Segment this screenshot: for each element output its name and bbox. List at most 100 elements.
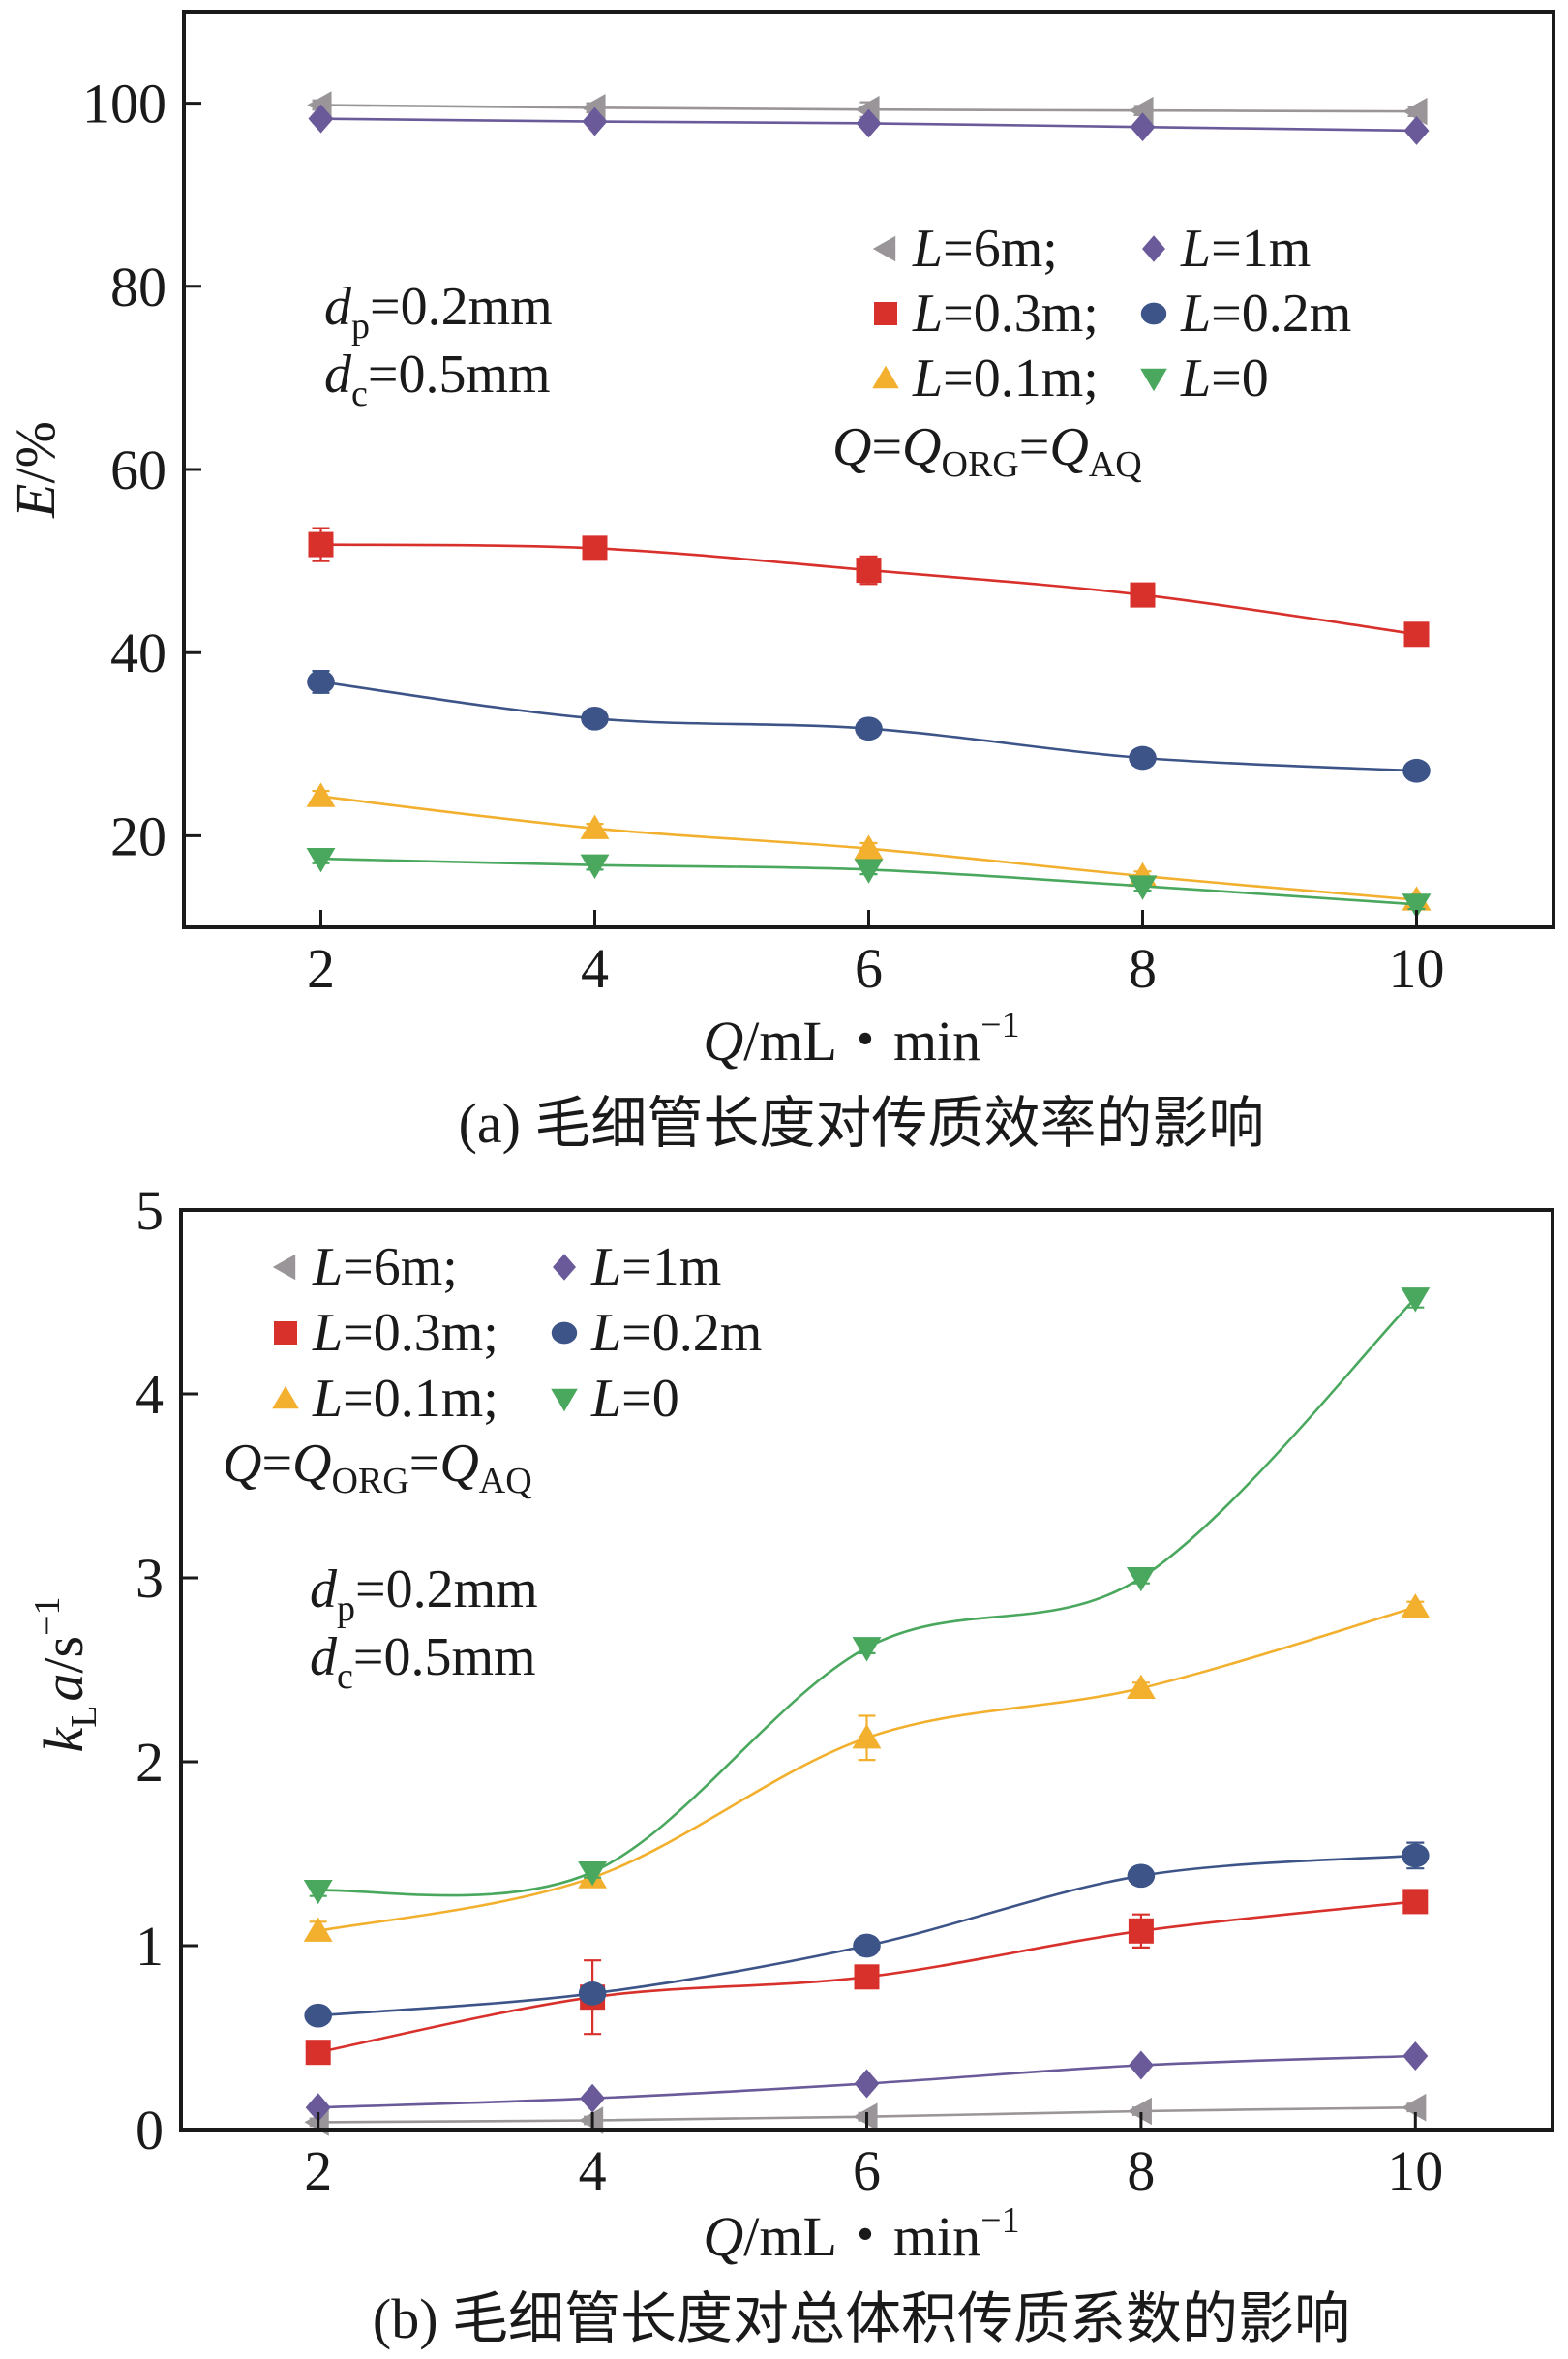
panel-a-legend-label: L=6m; <box>912 219 1058 279</box>
panel-b-data-point <box>1402 1889 1429 1915</box>
panel-a-data-point <box>1403 116 1430 145</box>
panel-b-data-point <box>578 2106 604 2134</box>
panel-a-legend-item: L=0.3m; <box>874 284 1099 344</box>
panel-b-x-tick-label: 2 <box>304 2139 332 2202</box>
panel-b-legend-item: L=0.3m; <box>274 1303 498 1363</box>
panel-a-x-tick-label: 2 <box>307 937 335 1000</box>
panel-b-legend-marker <box>272 1254 296 1281</box>
panel-b-y-tick-label: 4 <box>136 1363 164 1426</box>
panel-b-legend-item: L=1m <box>553 1237 721 1297</box>
panel-a-data-point <box>855 716 883 741</box>
panel-a-data-point <box>1402 97 1428 126</box>
panel-a-data-point <box>306 848 336 873</box>
panel-b-data-point <box>303 1917 333 1942</box>
panel-a-legend-marker <box>1142 235 1165 262</box>
panel-a-series-L=0 <box>306 848 1432 919</box>
panel-a-x-axis-label: Q/mL・min−1 <box>703 1005 1019 1073</box>
panel-a-data-point <box>582 106 608 136</box>
panel-a-data-point <box>854 834 884 860</box>
panel-a-x-tick-label: 6 <box>855 937 883 1000</box>
panel-a-data-point <box>1129 96 1154 125</box>
panel-b-legend-marker <box>551 1388 578 1412</box>
panel-a-data-point <box>582 535 608 561</box>
panel-a-legend-item: L=0 <box>1140 348 1269 408</box>
panel-a-dp-annotation: dp=0.2mm <box>324 277 553 347</box>
panel-a-legend-item: L=0.2m <box>1140 284 1351 344</box>
panel-b-data-point <box>1127 1863 1156 1889</box>
panel-a-data-point <box>581 706 609 731</box>
panel-b-series-L=0.2m <box>304 1841 1430 2028</box>
panel-b-data-point <box>852 1724 882 1749</box>
panel-b-data-point <box>303 1879 333 1905</box>
panel-b-data-point <box>853 1933 881 1958</box>
panel-b-legend: L=6m; L=1m L=0.3m; L=0.2m L=0.1m; L=0 <box>272 1237 762 1429</box>
panel-b-x-axis-label: Q/mL・min−1 <box>703 2200 1019 2268</box>
panel-a-x-tick-label: 10 <box>1389 937 1445 1000</box>
panel-b-series-L=0.3m <box>305 1889 1429 2066</box>
panel-a-data-point <box>854 859 884 884</box>
panel-b-y-tick-label: 0 <box>136 2099 164 2162</box>
panel-b-legend-label: L=0.2m <box>590 1303 762 1363</box>
panel-b-ticks: 2 4 6 8 10 0 1 2 3 4 5 <box>136 1179 1443 2202</box>
panel-a: 2 4 6 8 10 20 40 60 80 100 E/% Q/mL・min−1 dp=0.2m… <box>4 10 1555 1155</box>
panel-a-data-point <box>308 104 334 134</box>
panel-a-legend-marker <box>1140 368 1167 392</box>
panel-b-data-point <box>580 2083 606 2113</box>
panel-a-data-point <box>1129 745 1157 771</box>
panel-a-data-point <box>580 854 610 879</box>
panel-b-data-point <box>852 1637 882 1662</box>
panel-b-series-L=1m <box>305 2041 1429 2123</box>
panel-a-caption: (a) 毛细管长度对传质效率的影响 <box>459 1092 1265 1155</box>
panel-b-data-point <box>1401 1593 1431 1618</box>
panel-b-legend-label: L=0.1m; <box>312 1369 498 1429</box>
panel-b-data-point <box>305 2040 331 2066</box>
panel-a-data-point <box>307 670 335 694</box>
panel-b-series-L=0.1m <box>303 1593 1431 1942</box>
panel-a-x-tick-label: 8 <box>1129 937 1157 1000</box>
panel-a-data-point <box>308 531 334 558</box>
panel-b-legend-marker <box>551 1321 578 1345</box>
panel-a-y-tick-label: 60 <box>110 439 166 501</box>
panel-a-legend-item: L=0.1m; <box>872 348 1099 408</box>
panel-a-data-point <box>580 814 610 839</box>
panel-a-ticks: 2 4 6 8 10 20 40 60 80 100 <box>82 73 1445 1000</box>
panel-b-series-layer <box>303 1287 1431 2136</box>
panel-b-x-tick-label: 4 <box>579 2139 607 2202</box>
panel-b-dc-annotation: dc=0.5mm <box>310 1627 536 1697</box>
panel-b-legend-item: L=0.2m <box>551 1303 762 1363</box>
panel-b-dp-annotation: dp=0.2mm <box>310 1559 538 1629</box>
panel-a-legend-label: L=0 <box>1180 348 1269 408</box>
panel-a-data-point <box>1402 893 1432 919</box>
panel-a-dc-annotation: dc=0.5mm <box>324 345 551 414</box>
panel-a-y-tick-label: 40 <box>110 621 166 684</box>
panel-b-x-tick-label: 6 <box>853 2139 881 2202</box>
panel-a-legend-label: L=0.2m <box>1180 284 1351 344</box>
panel-b-data-point <box>1127 2097 1152 2126</box>
panel-b-legend-label: L=1m <box>590 1237 721 1297</box>
panel-a-y-axis-label: E/% <box>4 421 67 519</box>
panel-a-series-L=1m <box>308 104 1430 145</box>
panel-a-data-point <box>856 108 882 138</box>
panel-a-y-tick-label: 100 <box>82 73 166 136</box>
panel-b-data-point <box>853 2102 878 2131</box>
panel-b-data-point <box>578 1860 608 1887</box>
panel-a-data-point <box>1128 875 1158 900</box>
panel-a-legend-label: L=1m <box>1180 219 1311 279</box>
panel-b-data-point <box>1402 2041 1429 2071</box>
panel-b-legend-label: L=0.3m; <box>312 1303 498 1363</box>
panel-b-caption: (b) 毛细管长度对总体积传质系数的影响 <box>373 2287 1350 2350</box>
panel-a-legend: L=6m; L=1m L=0.3m; L=0.2m L=0.1m; L=0 <box>872 219 1351 408</box>
panel-a-series-L=0.3m <box>308 527 1430 648</box>
panel-a-y-tick-label: 80 <box>110 256 166 318</box>
panel-a-data-point <box>856 558 882 584</box>
panel-b-data-point <box>1402 2093 1427 2122</box>
panel-a-y-tick-label: 20 <box>110 804 166 867</box>
panel-b-legend-label: L=0 <box>590 1369 679 1429</box>
panel-b-data-point <box>304 2003 333 2028</box>
panel-a-data-point <box>1402 758 1431 783</box>
panel-b-legend-marker <box>274 1321 297 1345</box>
panel-b-data-point <box>578 1981 607 2006</box>
panel-a-data-point <box>1403 621 1430 648</box>
panel-b-legend-item: L=0.1m; <box>272 1369 498 1429</box>
panel-b-data-point <box>854 2069 880 2099</box>
